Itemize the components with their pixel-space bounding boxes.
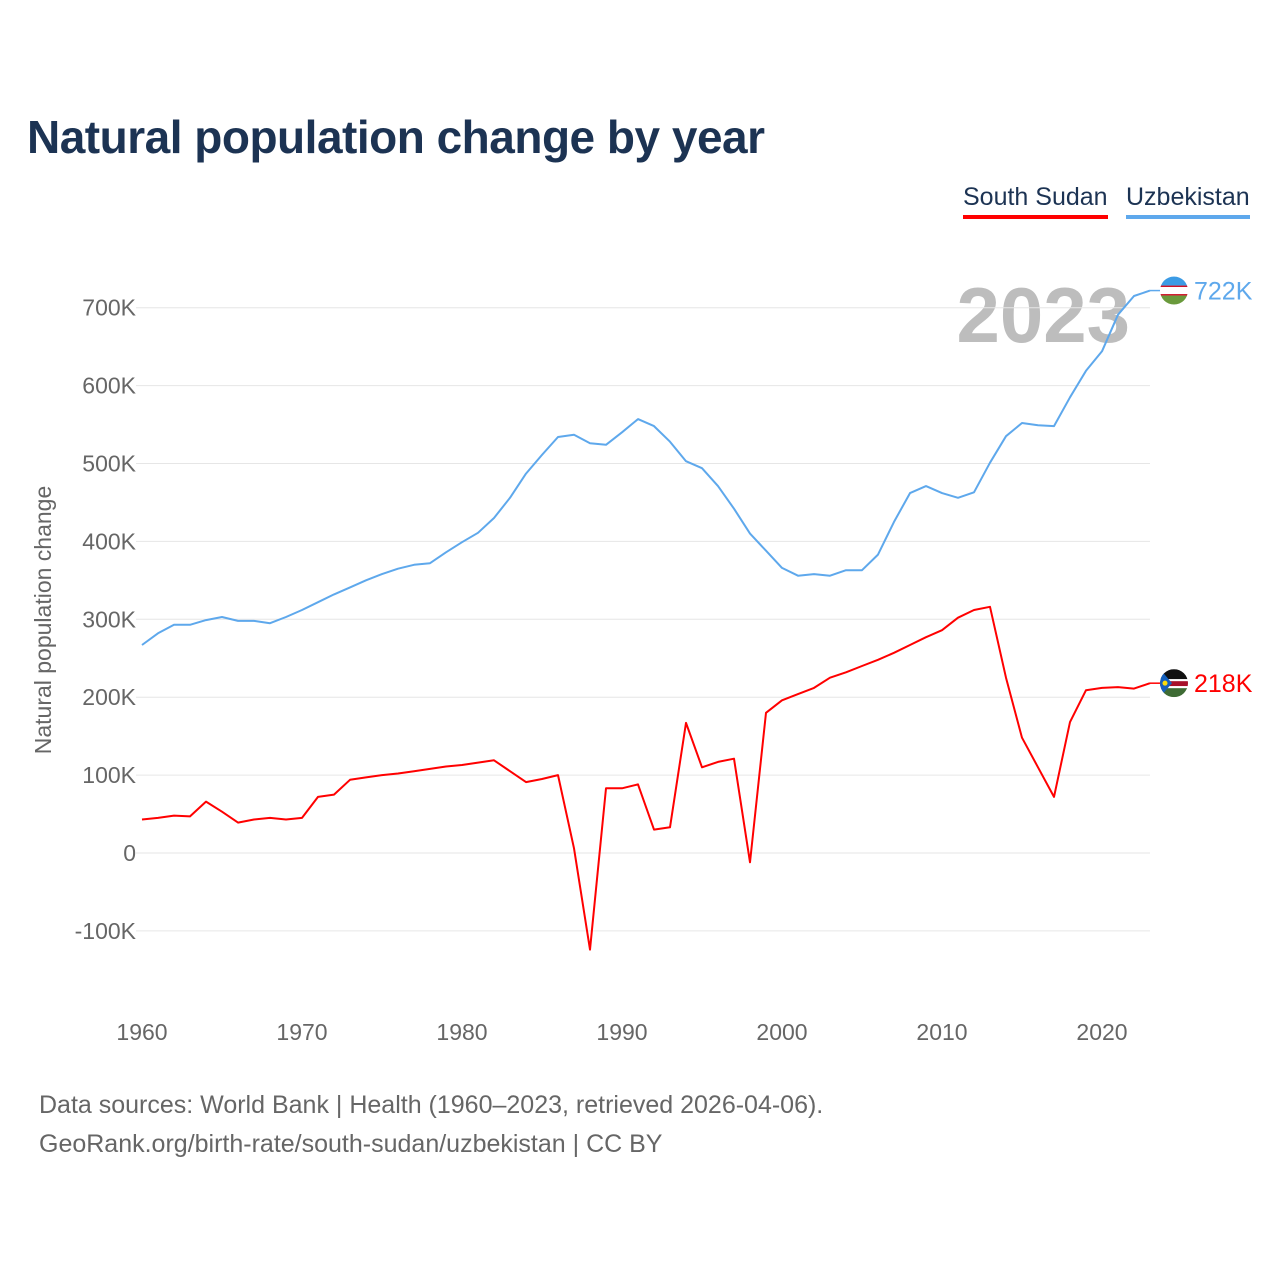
year-watermark: 2023 bbox=[956, 271, 1130, 359]
data-source: Data sources: World Bank | Health (1960–… bbox=[39, 1091, 824, 1119]
y-tick-label: 400K bbox=[82, 528, 136, 554]
y-tick-label: -100K bbox=[75, 918, 137, 944]
legend-south-sudan[interactable]: South Sudan bbox=[963, 183, 1108, 219]
x-tick-label: 2000 bbox=[756, 1019, 807, 1045]
y-tick-label: 700K bbox=[82, 295, 136, 321]
series-line-uzbekistan bbox=[141, 289, 1151, 646]
end-value-label: 218K bbox=[1194, 670, 1253, 698]
uzbekistan-flag-icon bbox=[1160, 276, 1188, 305]
chart-title: Natural population change by year bbox=[27, 111, 765, 163]
footer: Data sources: World Bank | Health (1960–… bbox=[39, 1086, 823, 1164]
x-tick-label: 1970 bbox=[276, 1019, 327, 1045]
series-line-south-sudan bbox=[141, 605, 1151, 951]
x-tick-label: 1960 bbox=[116, 1019, 167, 1045]
x-tick-label: 2010 bbox=[916, 1019, 967, 1045]
y-tick-label: 300K bbox=[82, 606, 136, 632]
legend-uzbekistan[interactable]: Uzbekistan bbox=[1126, 183, 1250, 219]
y-tick-label: 100K bbox=[82, 762, 136, 788]
y-tick-label: 200K bbox=[82, 684, 136, 710]
source-link[interactable]: GeoRank.org/birth-rate/south-sudan/uzbek… bbox=[39, 1130, 663, 1158]
x-tick-label: 1990 bbox=[596, 1019, 647, 1045]
y-tick-label: 500K bbox=[82, 451, 136, 477]
y-axis-label: Natural population change bbox=[30, 486, 56, 755]
end-value-label: 722K bbox=[1194, 278, 1253, 306]
x-tick-label: 2020 bbox=[1076, 1019, 1127, 1045]
y-tick-label: 0 bbox=[123, 840, 136, 866]
y-tick-label: 600K bbox=[82, 373, 136, 399]
south-sudan-flag-icon bbox=[1160, 669, 1188, 698]
x-tick-label: 1980 bbox=[436, 1019, 487, 1045]
